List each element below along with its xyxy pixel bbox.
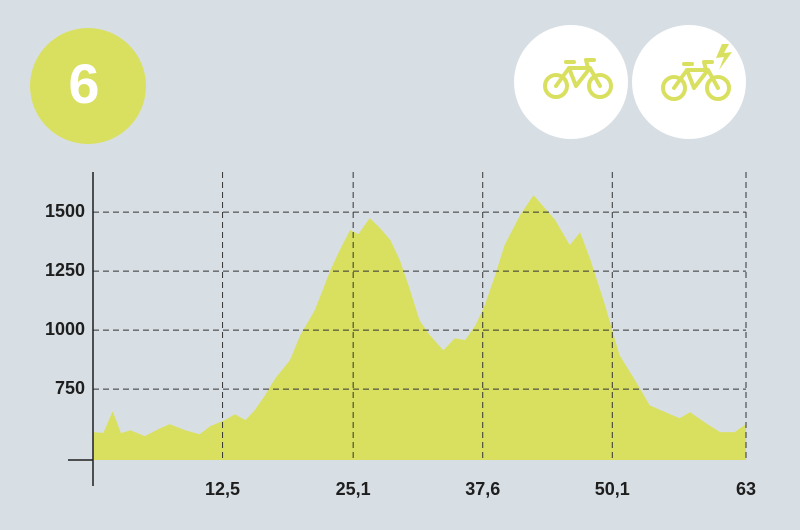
y-tick-label: 1500 — [45, 201, 85, 221]
y-tick-label: 1000 — [45, 319, 85, 339]
badge-circle — [30, 28, 146, 144]
bike-icon — [514, 25, 628, 139]
elevation-area — [93, 195, 746, 460]
x-tick-label: 25,1 — [336, 479, 371, 499]
x-tick-label: 63 — [736, 479, 756, 499]
x-tick-label: 37,6 — [465, 479, 500, 499]
x-tick-label: 50,1 — [595, 479, 630, 499]
ebike-icon — [632, 25, 746, 139]
y-tick-label: 1250 — [45, 260, 85, 280]
badge-number: 6 — [68, 52, 99, 115]
x-tick-label: 12,5 — [205, 479, 240, 499]
y-tick-label: 750 — [55, 378, 85, 398]
